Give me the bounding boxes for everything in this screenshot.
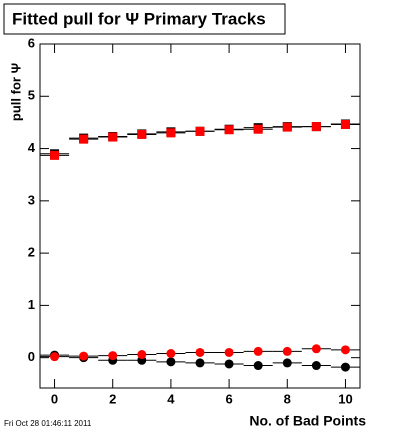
marker bbox=[224, 125, 234, 135]
marker bbox=[253, 124, 263, 134]
marker bbox=[282, 122, 292, 132]
marker bbox=[282, 346, 292, 356]
marker bbox=[224, 347, 234, 357]
marker bbox=[253, 346, 263, 356]
marker bbox=[311, 361, 321, 371]
marker bbox=[108, 132, 118, 142]
marker bbox=[224, 359, 234, 369]
marker bbox=[195, 347, 205, 357]
x-tick-label: 8 bbox=[284, 391, 291, 406]
marker bbox=[166, 357, 176, 367]
marker bbox=[340, 345, 350, 355]
x-tick-label: 4 bbox=[167, 391, 175, 406]
y-tick-label: 3 bbox=[28, 192, 35, 207]
marker bbox=[79, 134, 89, 144]
frame bbox=[39, 43, 361, 389]
chart-title: Fitted pull for Ψ Primary Tracks bbox=[12, 9, 266, 28]
marker bbox=[340, 120, 350, 130]
y-tick-label: 0 bbox=[28, 349, 35, 364]
marker bbox=[79, 351, 89, 361]
y-tick-label: 4 bbox=[28, 140, 36, 155]
marker bbox=[50, 150, 60, 160]
x-tick-label: 2 bbox=[109, 391, 116, 406]
y-tick-label: 5 bbox=[28, 88, 35, 103]
x-tick-label: 10 bbox=[338, 391, 352, 406]
marker bbox=[195, 126, 205, 136]
marker bbox=[311, 344, 321, 354]
x-tick-label: 6 bbox=[225, 391, 232, 406]
y-tick-label: 2 bbox=[28, 245, 35, 260]
y-tick-label: 6 bbox=[28, 35, 35, 50]
timestamp: Fri Oct 28 01:46:11 2011 bbox=[4, 419, 92, 428]
marker bbox=[108, 351, 118, 361]
marker bbox=[50, 352, 60, 362]
marker bbox=[137, 129, 147, 139]
title-box bbox=[3, 3, 286, 35]
marker bbox=[195, 358, 205, 368]
x-tick-label: 0 bbox=[51, 391, 58, 406]
marker bbox=[166, 128, 176, 138]
marker bbox=[137, 350, 147, 360]
marker bbox=[253, 361, 263, 371]
marker bbox=[166, 348, 176, 358]
x-axis-label: No. of Bad Points bbox=[249, 413, 366, 429]
marker bbox=[282, 358, 292, 368]
y-axis-label: pull for Ψ bbox=[8, 63, 23, 121]
y-tick-label: 1 bbox=[28, 297, 35, 312]
marker bbox=[311, 122, 321, 132]
marker bbox=[340, 362, 350, 372]
